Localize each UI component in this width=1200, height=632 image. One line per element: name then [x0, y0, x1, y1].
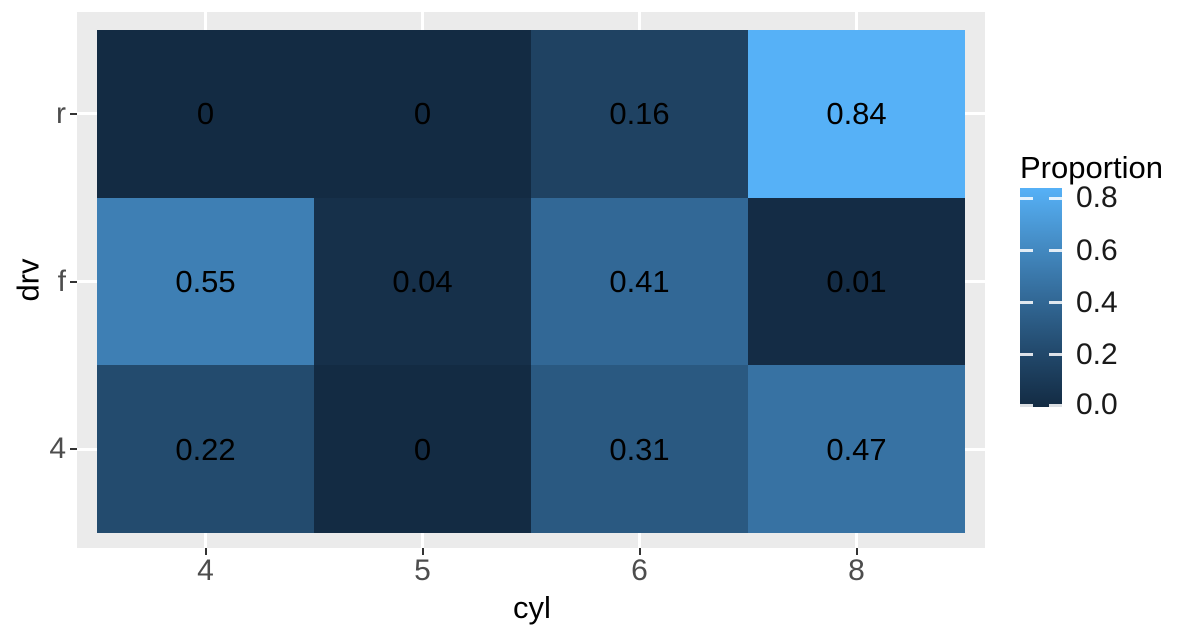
legend-tick-label: 0.0 — [1076, 388, 1118, 421]
heatmap-cell: 0 — [314, 365, 531, 533]
x-tick-label: 8 — [848, 554, 865, 587]
cell-value-label: 0 — [413, 96, 432, 132]
cell-value-label: 0.04 — [392, 263, 453, 299]
legend-tick — [1020, 249, 1033, 253]
cell-value-label: 0.41 — [609, 263, 670, 299]
heatmap-cell: 0.01 — [748, 197, 965, 366]
x-axis-tick — [855, 548, 858, 555]
legend-tick — [1020, 301, 1033, 305]
cell-value-label: 0.22 — [175, 431, 236, 467]
legend-tick-label: 0.2 — [1076, 337, 1118, 371]
plot-panel: 0 0 0.16 0.84 0.55 0.04 0.41 0.01 0.22 0 0.31 0.47 — [77, 12, 985, 548]
y-axis-tick — [70, 280, 77, 283]
legend-tick — [1049, 353, 1062, 357]
legend-colorbar — [1020, 188, 1062, 407]
legend-tick — [1049, 249, 1062, 253]
y-tick-label: 4 — [49, 432, 66, 466]
cell-value-label: 0 — [413, 431, 432, 467]
y-axis-tick — [70, 112, 77, 115]
cell-value-label: 0.55 — [175, 263, 236, 299]
heatmap-cell: 0.16 — [531, 30, 748, 198]
heatmap-cell: 0.31 — [531, 365, 748, 533]
legend-tick — [1020, 353, 1033, 357]
x-axis-tick — [638, 548, 641, 555]
cell-value-label: 0.16 — [609, 96, 670, 132]
legend-tick-label: 0.8 — [1076, 181, 1118, 215]
y-tick-label: f — [57, 264, 66, 298]
legend-tick — [1049, 403, 1062, 407]
x-axis-tick — [204, 548, 207, 555]
heatmap-cell: 0.47 — [748, 365, 965, 533]
legend-title: Proportion — [1020, 150, 1164, 185]
y-axis-title: drv — [10, 258, 46, 302]
heatmap-cell: 0.22 — [97, 365, 314, 533]
heatmap-cell: 0.41 — [531, 197, 748, 366]
cell-value-label: 0 — [196, 96, 215, 132]
legend-tick-label: 0.6 — [1076, 233, 1118, 267]
legend-tick — [1020, 196, 1033, 200]
legend-tick — [1020, 403, 1033, 407]
legend-tick — [1049, 196, 1062, 200]
heatmap-cell: 0 — [97, 30, 314, 198]
y-tick-label: r — [56, 96, 66, 130]
heatmap-cell: 0.55 — [97, 197, 314, 366]
x-tick-label: 5 — [414, 554, 431, 587]
cell-value-label: 0.31 — [609, 431, 670, 467]
cell-value-label: 0.84 — [826, 96, 887, 132]
x-axis-title: cyl — [513, 590, 551, 625]
heatmap-cell: 0.04 — [314, 197, 531, 366]
y-axis-tick — [70, 448, 77, 451]
cell-value-label: 0.01 — [826, 263, 887, 299]
heatmap-tiles: 0 0 0.16 0.84 0.55 0.04 0.41 0.01 0.22 0 0.31 0.47 — [97, 30, 965, 533]
cell-value-label: 0.47 — [826, 431, 887, 467]
x-axis-tick — [421, 548, 424, 555]
heatmap-cell: 0.84 — [748, 30, 965, 198]
x-tick-label: 4 — [197, 554, 214, 587]
heatmap-cell: 0 — [314, 30, 531, 198]
legend-tick-label: 0.4 — [1076, 285, 1118, 319]
legend-tick — [1049, 301, 1062, 305]
x-tick-label: 6 — [631, 554, 648, 587]
